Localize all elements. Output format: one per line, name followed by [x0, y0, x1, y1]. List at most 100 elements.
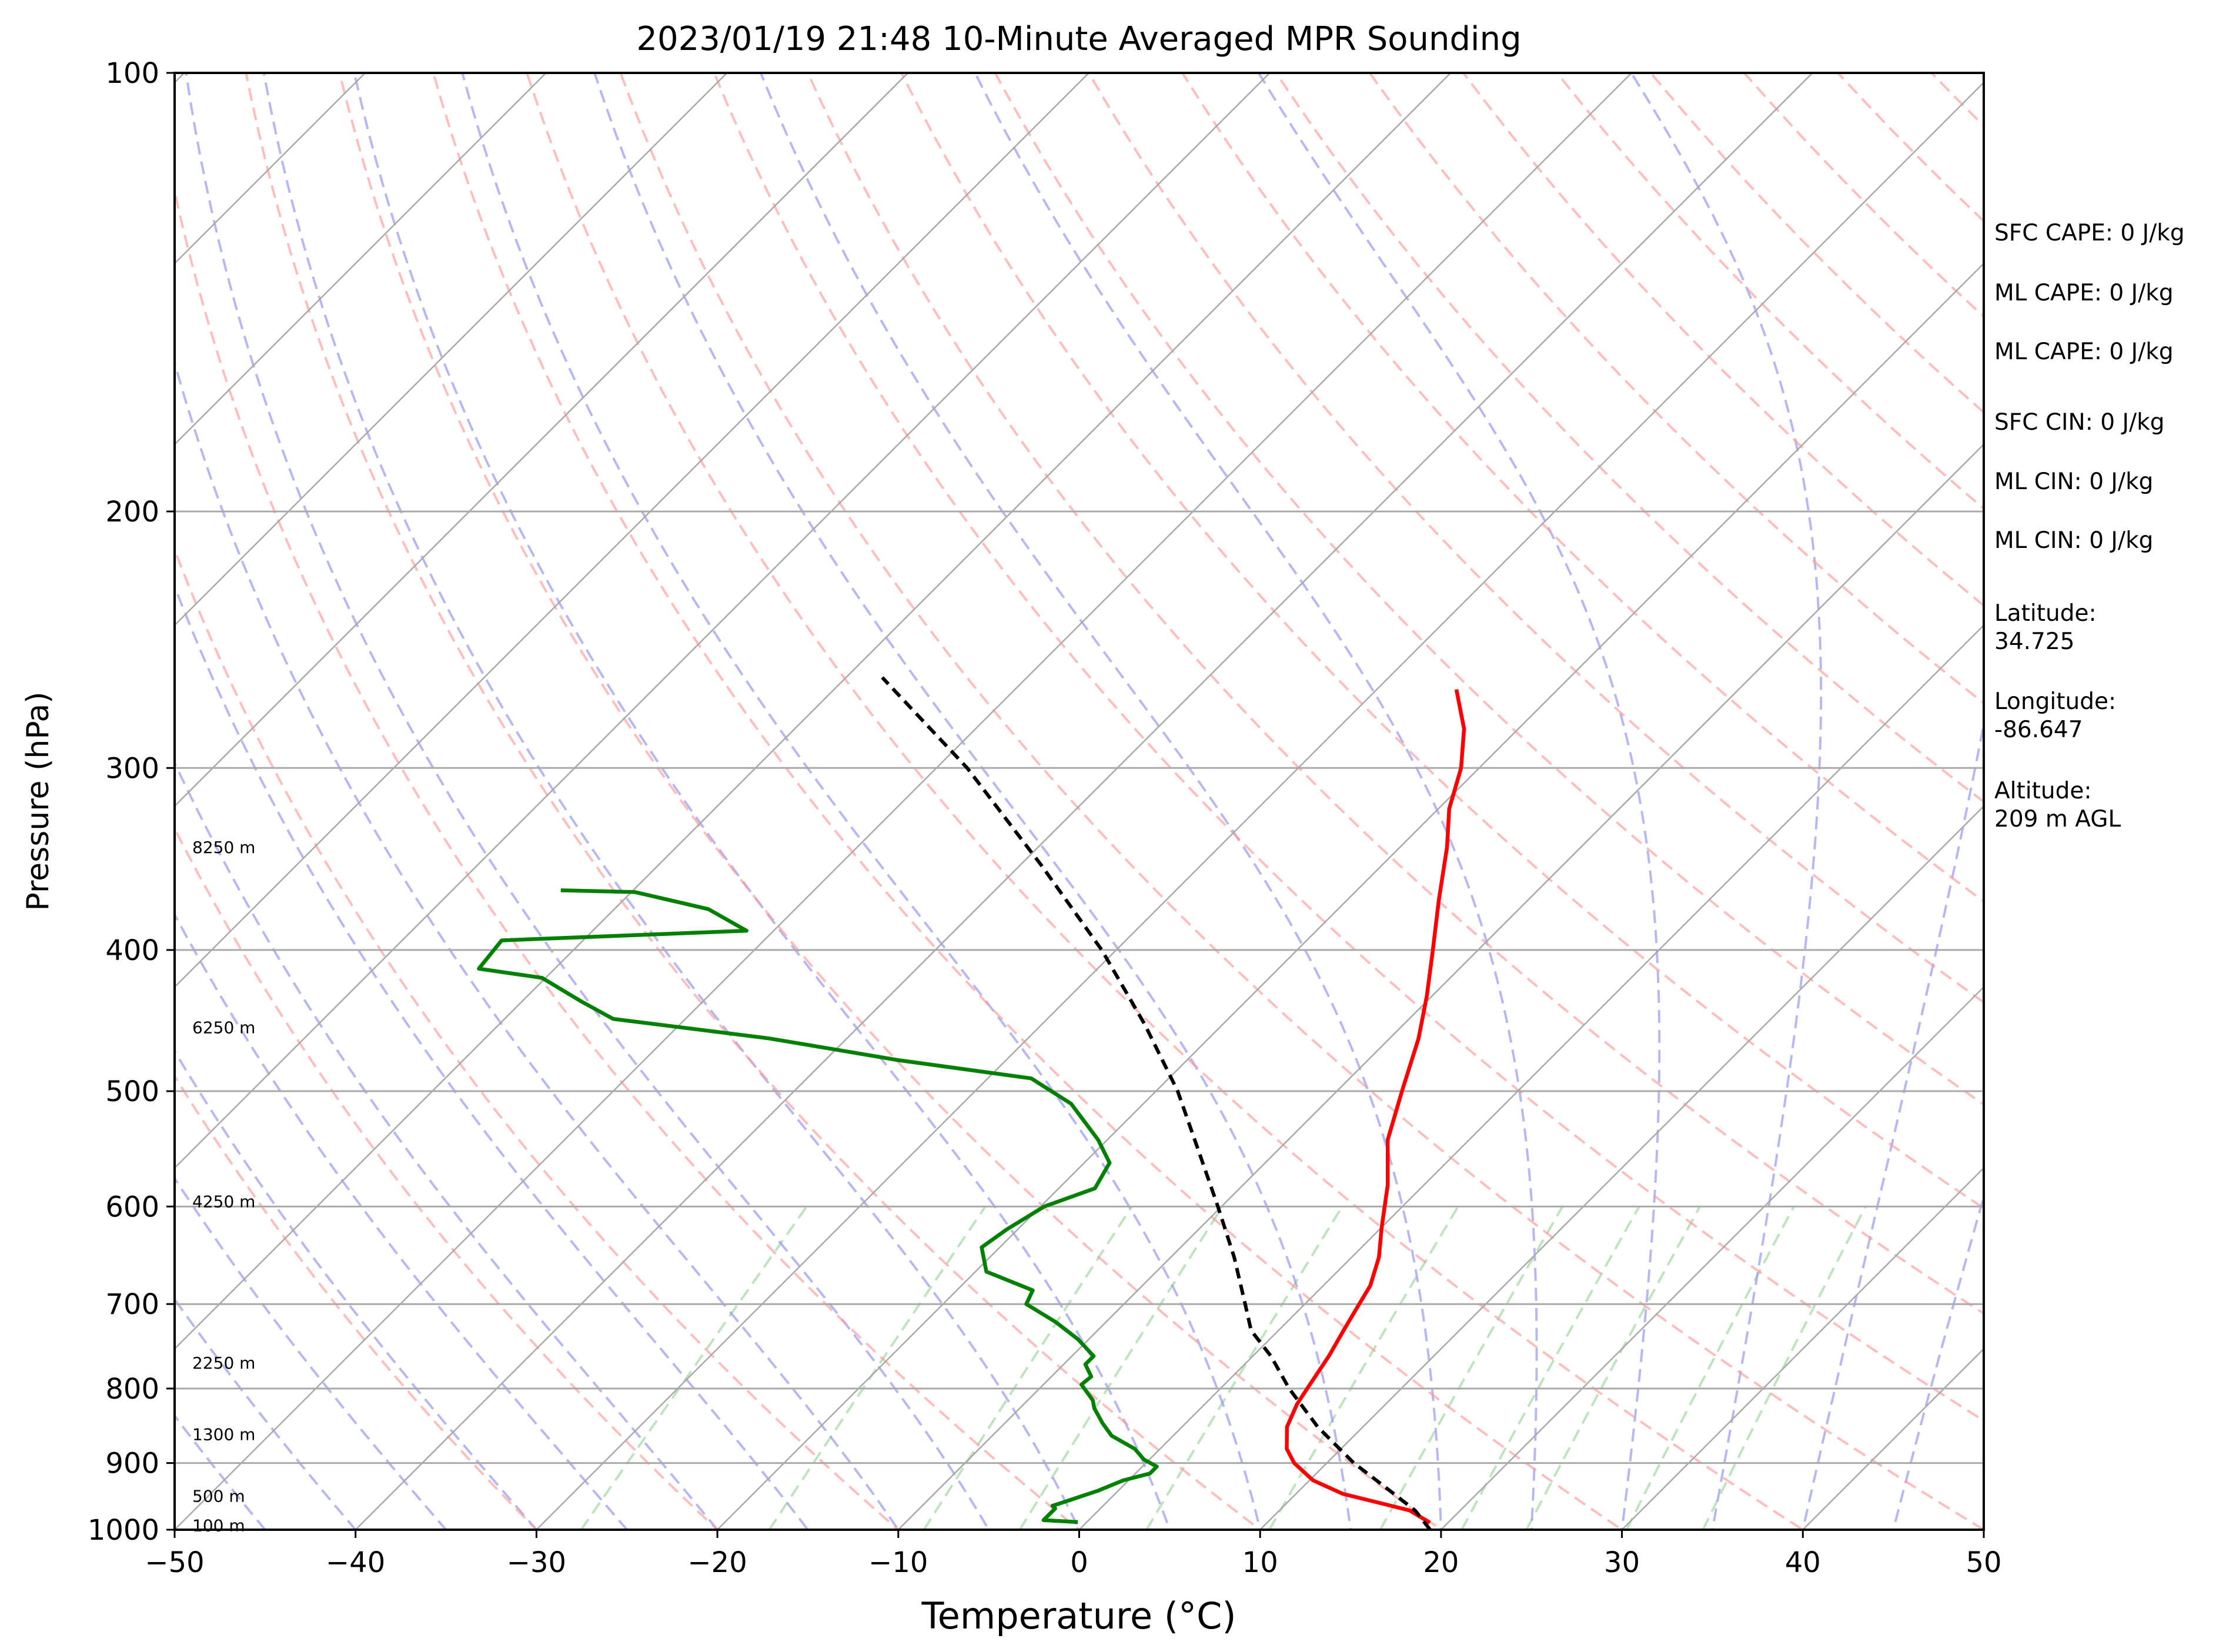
height-label: 2250 m: [192, 1353, 255, 1373]
isotherm-10: [1259, 805, 1984, 1530]
ml-cape-text-2: ML CAPE: 0 J/kg: [1994, 339, 2174, 365]
moist-adiabat-20: [759, 73, 1442, 1530]
latitude-label: Latitude:: [1994, 600, 2097, 627]
x-tick-label: 30: [1604, 1546, 1640, 1579]
moist-adiabat--25: [175, 912, 629, 1530]
dry-adiabat-110: [1181, 73, 1984, 903]
longitude-value: -86.647: [1994, 717, 2083, 743]
moist-adiabat-0: [262, 73, 1081, 1530]
x-tick-label: −50: [145, 1546, 204, 1579]
moist-adiabat-35: [1630, 73, 1823, 1530]
dry-adiabat-40: [526, 73, 1805, 1530]
isotherm--80: [175, 73, 1089, 988]
dry-adiabat-160: [1649, 73, 1984, 414]
temperature-line: [1285, 689, 1466, 1524]
height-label: 8250 m: [192, 838, 255, 857]
sfc-cin-text: SFC CIN: 0 J/kg: [1994, 409, 2165, 436]
height-label: 4250 m: [192, 1192, 255, 1211]
x-tick-label: −20: [687, 1546, 747, 1579]
longitude-label: Longitude:: [1994, 688, 2117, 715]
dewpoint-line: [477, 888, 1159, 1524]
dry-adiabat-130: [1368, 73, 1984, 705]
parcel-line: [881, 676, 1432, 1530]
isotherm--100: [175, 73, 728, 627]
dry-adiabat-30: [432, 73, 1625, 1530]
height-labels: 100 m 500 m 1300 m 2250 m 4250 m 6250 m 8250 m: [192, 838, 255, 1535]
isotherm-20: [1440, 986, 1984, 1530]
y-tick-label: 500: [105, 1075, 159, 1108]
moist-adiabat--20: [175, 760, 719, 1530]
moist-adiabat--5: [185, 73, 991, 1530]
mixing-ratio-line: [768, 1206, 987, 1530]
isotherm--90: [175, 73, 909, 807]
x-tick-label: 20: [1423, 1546, 1459, 1579]
dry-adiabat-140: [1462, 73, 1984, 607]
latitude-value: 34.725: [1994, 628, 2075, 655]
dry-adiabat--30: [175, 1074, 539, 1530]
mixing-ratio-line: [1268, 1206, 1459, 1530]
plot-frame: [173, 72, 1985, 1531]
y-tick-label: 800: [105, 1373, 159, 1406]
height-label: 100 m: [192, 1516, 245, 1535]
isotherm-0: [1078, 624, 1984, 1530]
y-tick-label: 1000: [88, 1514, 159, 1547]
x-axis-ticks: −50 −40 −30 −20 −10 0 10 20 30 40 50: [145, 1530, 2002, 1579]
isobars: [175, 510, 1984, 1464]
y-tick-label: 300: [105, 752, 159, 785]
sounding-series: [477, 676, 1466, 1530]
x-tick-label: 50: [1966, 1546, 2001, 1579]
dry-adiabat-170: [1742, 73, 1984, 319]
moist-adiabat--15: [175, 583, 810, 1530]
isotherm--60: [175, 73, 1452, 1350]
y-tick-label: 700: [105, 1288, 159, 1321]
altitude-value: 209 m AGL: [1994, 806, 2121, 832]
isotherm--110: [175, 73, 547, 446]
isotherm--70: [175, 73, 1271, 1169]
dry-adiabat-20: [338, 73, 1443, 1530]
y-tick-label: 900: [105, 1447, 159, 1480]
isotherm--30: [536, 81, 1984, 1530]
chart-title: 2023/01/19 21:48 10-Minute Averaged MPR …: [636, 20, 1521, 58]
y-tick-label: 600: [105, 1190, 159, 1223]
isotherms: [0, 73, 1984, 1530]
mixing-ratio-lines: [580, 1206, 1867, 1530]
dry-adiabat-50: [619, 73, 1984, 1530]
sfc-cape-text: SFC CAPE: 0 J/kg: [1994, 220, 2185, 246]
ml-cin-text-2: ML CIN: 0 J/kg: [1994, 527, 2154, 554]
x-tick-label: −30: [507, 1546, 566, 1579]
isotherm--10: [897, 443, 1984, 1530]
moist-adiabat--40: [175, 1297, 357, 1530]
moist-adiabat-15: [593, 73, 1352, 1530]
y-tick-label: 100: [105, 57, 159, 90]
y-tick-label: 200: [105, 496, 159, 529]
mixing-ratio-line: [580, 1206, 808, 1530]
x-tick-label: 10: [1242, 1546, 1278, 1579]
x-tick-label: −40: [326, 1546, 385, 1579]
moist-adiabat--30: [175, 1049, 539, 1530]
dry-adiabat-60: [713, 73, 1984, 1422]
x-axis-label: Temperature (°C): [921, 1594, 1236, 1637]
height-label: 1300 m: [192, 1425, 255, 1444]
mixing-ratio-line: [1702, 1206, 1867, 1530]
moist-adiabat--35: [175, 1176, 448, 1530]
moist-adiabat-30: [1257, 73, 1661, 1530]
altitude-label: Altitude:: [1994, 778, 2092, 804]
moist-adiabat-45: [1892, 1192, 1984, 1530]
dry-adiabats: [175, 73, 1984, 1530]
height-label: 500 m: [192, 1487, 245, 1506]
moist-adiabat-40: [1801, 718, 1984, 1530]
ml-cin-text-1: ML CIN: 0 J/kg: [1994, 469, 2154, 495]
dry-adiabat-150: [1555, 73, 1984, 510]
x-tick-label: −10: [868, 1546, 928, 1579]
dry-adiabat-0: [175, 186, 1081, 1530]
isotherm--20: [717, 262, 1984, 1530]
y-axis-label: Pressure (hPa): [21, 692, 56, 911]
x-tick-label: 0: [1070, 1546, 1088, 1579]
moist-adiabat-10: [461, 73, 1262, 1530]
isotherm--140: [0, 73, 4, 1530]
moist-adiabat-5: [353, 73, 1171, 1530]
dry-adiabat-70: [806, 73, 1984, 1315]
moist-adiabat--10: [175, 358, 900, 1530]
moist-adiabats: [175, 73, 1984, 1530]
